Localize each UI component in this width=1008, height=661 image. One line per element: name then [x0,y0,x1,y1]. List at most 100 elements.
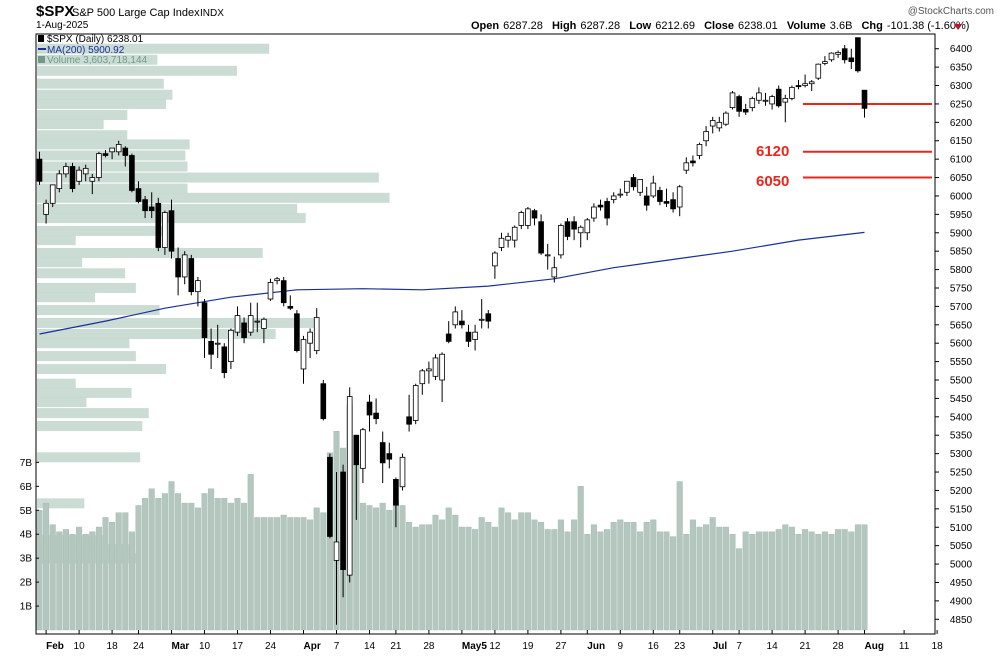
candle-body [340,471,346,570]
date-tick-label: 21 [390,641,402,652]
candle [188,254,195,296]
candle [624,180,630,196]
level-6120-label: 6120 [756,143,789,160]
candle-body [175,258,181,278]
date-tick-label: 18 [932,641,944,652]
volume-bar [769,531,776,631]
candle [234,306,241,336]
volume-bar [56,531,63,631]
date-tick-label: 14 [364,641,376,652]
date-tick-label: Jul [713,641,728,652]
candle [228,328,234,369]
candle-body [261,318,267,329]
volume-bar [399,505,406,631]
candle [822,56,828,66]
volume-bar [848,531,855,631]
volume-bar [802,529,809,631]
high-value: 6287.28 [580,20,620,32]
volume-bar [181,502,188,631]
volume-bar [214,498,221,631]
candle-body [181,254,188,278]
candle [280,276,287,307]
volume-bar [49,524,56,631]
vbp-bar [37,317,315,328]
candle [406,394,412,432]
candle [399,453,406,491]
candle [261,317,267,344]
candle [360,427,366,484]
candle-body [795,85,802,88]
candle [445,321,452,344]
volume-bar [122,512,129,631]
close-value: 6238.01 [738,20,778,32]
volume-bar [617,519,624,631]
candle-body [346,396,353,576]
candle [63,162,69,178]
candle-body [320,383,327,420]
candle [274,276,280,285]
candle-body [228,329,234,363]
volume-bar [597,531,604,631]
volume-bar [326,452,333,631]
candle [703,126,709,147]
vbp-bar [37,282,136,293]
legend: $SPX (Daily) 6238.01 MA(200) 5900.92 Vol… [38,34,148,66]
candle [492,251,498,279]
volume-value: 3.6B [830,20,853,32]
candle [148,192,155,219]
volume-bar [89,531,96,631]
date-tick-label: 12 [489,641,501,652]
chg-down-arrow-icon [954,24,962,30]
volume-bar [254,517,261,631]
volume-bar [135,505,142,631]
volume-bar [749,534,756,631]
vbp-bar [37,161,188,172]
candle-body [802,83,808,86]
candle-body [43,202,49,215]
candle-body [577,226,584,234]
candle [716,116,723,132]
price-tick-label: 5300 [950,449,973,460]
legend-volume: Volume 3,603,718,144 [47,55,148,66]
index-name: S&P 500 Large Cap Index [72,7,200,19]
candle [247,302,254,336]
candle-body [782,98,789,103]
volume-bar [709,517,716,631]
volume-bar [432,514,439,631]
candle-body [696,144,703,156]
candle [287,295,294,311]
date-tick-label: Feb [46,641,64,652]
candle [775,85,782,108]
price-tick-label: 5200 [950,486,973,497]
volume-tick-label: 6B [20,482,33,493]
candle [558,223,564,259]
candle [43,199,49,224]
volume-bar [320,512,327,631]
volume-bar [828,534,835,631]
candle [808,80,815,92]
volume-bar [155,498,162,631]
volume-bar [102,517,109,631]
volume-bar [861,524,868,631]
chg-value: -101.38 (-1.60%) [887,20,970,32]
volume-bar [313,507,320,631]
candle [346,387,353,583]
candle [439,352,445,403]
volume-bar [518,512,525,631]
candle-body [247,315,254,333]
volume-bar [696,526,703,631]
candle-body [274,278,280,282]
candle-body [505,236,511,241]
price-tick-label: 5600 [950,339,973,350]
candle [155,197,162,252]
volume-bar [505,512,512,631]
candle [333,472,340,625]
candle [795,80,802,90]
candle [340,464,346,598]
candle-body [439,353,445,381]
candle-body [445,333,452,342]
candle [254,302,261,333]
date-tick-label: 18 [107,641,119,652]
candle [584,218,591,241]
